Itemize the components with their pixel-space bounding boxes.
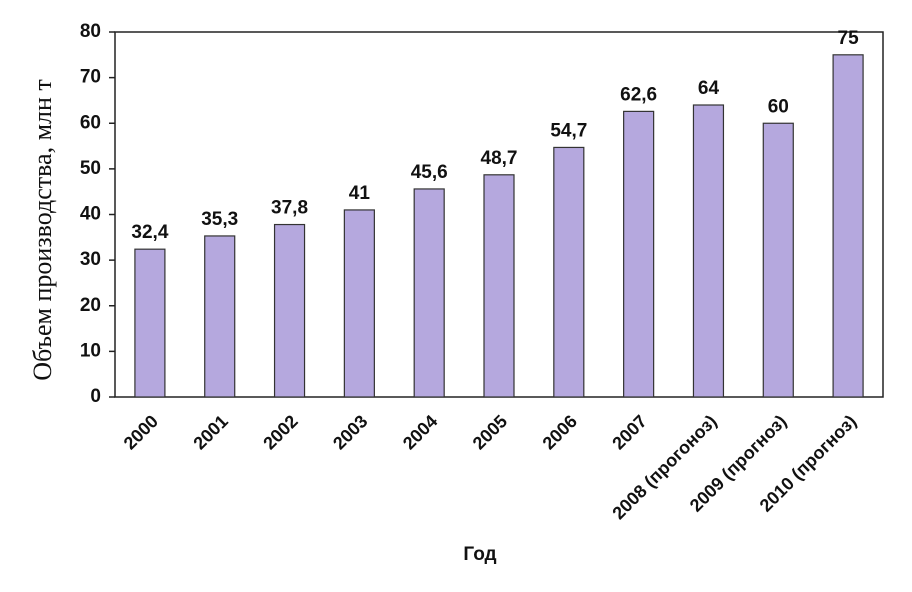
bar <box>553 146 585 398</box>
x-axis-label: Год <box>463 544 496 565</box>
x-tick-label: 2007 <box>608 411 650 453</box>
x-tick-label: 2003 <box>329 411 371 453</box>
value-label: 45,6 <box>411 162 448 183</box>
bar <box>273 223 306 398</box>
value-label: 62,6 <box>620 84 657 105</box>
y-tick-label: 30 <box>80 249 101 270</box>
value-label: 48,7 <box>481 148 518 169</box>
value-label: 60 <box>768 96 789 117</box>
bar <box>204 235 236 398</box>
value-label: 75 <box>838 28 860 49</box>
bar <box>413 188 445 398</box>
bar <box>134 248 166 398</box>
y-tick-label: 80 <box>80 21 101 42</box>
x-tick-label: 2001 <box>189 411 231 453</box>
y-axis-label: Объем производства, млн т <box>28 79 57 381</box>
value-label: 35,3 <box>201 209 238 230</box>
bar <box>692 104 725 398</box>
bar <box>343 209 375 398</box>
value-label: 41 <box>349 183 371 204</box>
value-label: 32,4 <box>131 222 168 243</box>
bar <box>832 54 864 398</box>
y-tick-label: 50 <box>80 158 101 179</box>
value-label: 37,8 <box>271 198 308 219</box>
bar <box>762 122 794 398</box>
y-tick-label: 10 <box>80 340 101 361</box>
y-tick-label: 0 <box>90 386 101 407</box>
bar <box>483 174 515 398</box>
y-tick-label: 60 <box>80 112 101 133</box>
x-tick-label: 2005 <box>469 411 511 453</box>
bar <box>623 110 655 398</box>
x-tick-label: 2004 <box>399 411 441 453</box>
x-tick-label: 2000 <box>120 411 162 453</box>
y-tick-label: 70 <box>80 67 101 88</box>
value-label: 54,7 <box>550 120 587 141</box>
y-tick-label: 20 <box>80 295 101 316</box>
value-label: 64 <box>698 78 720 99</box>
x-tick-label: 2006 <box>539 411 581 453</box>
x-tick-label: 2002 <box>259 411 301 453</box>
y-tick-label: 40 <box>80 204 101 225</box>
